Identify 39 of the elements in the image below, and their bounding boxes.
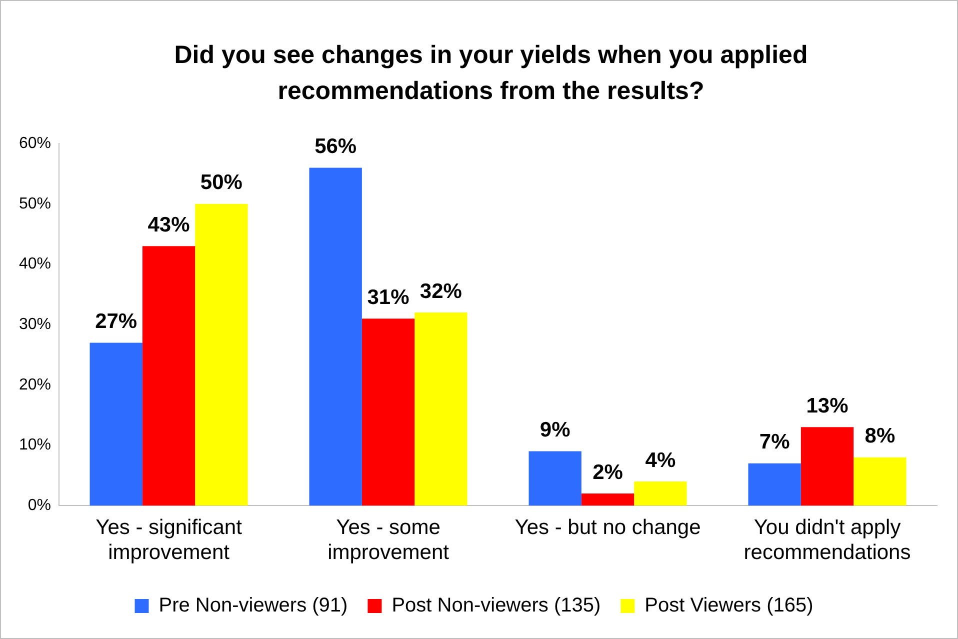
data-label: 27% — [95, 310, 138, 333]
bar — [142, 246, 196, 506]
data-label: 8% — [864, 424, 896, 448]
data-label: 50% — [200, 171, 243, 194]
legend-label: Post Non-viewers (135) — [392, 594, 601, 617]
y-tick-label: 40% — [18, 256, 52, 273]
y-tick-label: 10% — [18, 436, 52, 454]
data-label: 9% — [540, 418, 571, 442]
data-label: 2% — [592, 460, 624, 484]
x-tick-label: Yes - significant improvement — [96, 516, 242, 564]
x-tick-label: Yes - some improvement — [328, 516, 450, 564]
x-tick-label: You didn't apply recommendations — [744, 516, 911, 564]
bar — [414, 312, 468, 506]
bar — [90, 342, 142, 506]
data-label: 4% — [645, 448, 676, 472]
bar — [800, 427, 854, 506]
bar — [528, 451, 582, 506]
chart-title: Did you see changes in your yields when you applied recommendations from the results? — [173, 40, 809, 107]
data-label: 56% — [314, 135, 357, 158]
bar — [195, 204, 248, 506]
x-tick-label: Yes - but no change — [514, 516, 701, 539]
data-label: 31% — [367, 286, 410, 309]
bar — [362, 318, 415, 506]
y-tick-label: 60% — [18, 135, 52, 152]
bar — [581, 494, 634, 506]
y-tick-label: 20% — [18, 376, 52, 394]
data-label: 43% — [148, 213, 190, 236]
legend-label: Post Viewers (165) — [644, 594, 814, 617]
bar — [748, 463, 801, 506]
y-tick-label: 30% — [18, 316, 52, 334]
data-label: 7% — [759, 430, 790, 454]
bar — [309, 168, 362, 506]
data-label: 32% — [420, 280, 462, 303]
legend-label: Pre Non-viewers (91) — [158, 594, 348, 617]
data-label: 13% — [806, 394, 849, 418]
bar — [854, 457, 906, 506]
y-tick-label: 0% — [28, 497, 52, 514]
y-tick-label: 50% — [18, 195, 52, 212]
bar — [634, 481, 687, 506]
